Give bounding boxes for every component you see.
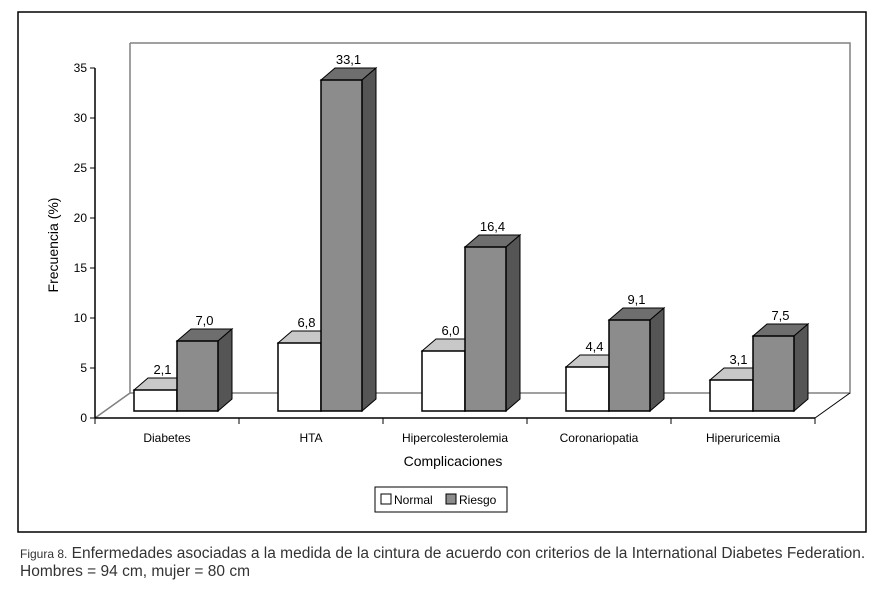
bar-front	[464, 246, 507, 412]
bar-front	[752, 335, 795, 412]
legend: Normal Riesgo	[374, 486, 508, 513]
x-tick-label: HTA	[299, 431, 322, 445]
data-label: 4,4	[585, 339, 603, 354]
bar-side	[505, 233, 521, 413]
bar-riesgo: 16,4	[463, 219, 522, 413]
data-label: 6,8	[297, 315, 315, 330]
bar-front	[133, 389, 178, 412]
bar-front	[421, 350, 466, 412]
bar-side	[793, 322, 809, 413]
bar-front	[709, 379, 754, 412]
legend-box	[374, 486, 508, 513]
legend-label-riesgo: Riesgo	[459, 493, 497, 507]
y-tick-label: 20	[74, 211, 88, 225]
data-label: 33,1	[336, 52, 361, 67]
bar-riesgo: 9,1	[607, 292, 666, 413]
bar-riesgo: 33,1	[319, 52, 378, 413]
floor-edge	[814, 392, 851, 419]
data-label: 16,4	[480, 219, 505, 234]
bar-front	[176, 340, 219, 412]
y-tick-label: 15	[74, 261, 88, 275]
bar-front	[277, 342, 322, 412]
y-tick-label: 30	[74, 111, 88, 125]
bar-front	[565, 366, 610, 412]
y-tick-label: 10	[74, 311, 88, 325]
y-tick-label: 0	[80, 411, 87, 425]
bar-front	[608, 319, 651, 412]
data-label: 7,5	[771, 308, 789, 323]
figure-label: Figura 8.	[20, 547, 68, 561]
caption-text: Enfermedades asociadas a la medida de la…	[20, 545, 866, 580]
bar-front	[320, 79, 363, 412]
legend-swatch-normal	[380, 493, 392, 505]
bar-side	[361, 66, 377, 413]
data-label: 9,1	[627, 292, 645, 307]
legend-swatch-riesgo	[445, 493, 457, 505]
x-tick-label: Coronariopatia	[560, 431, 639, 445]
x-tick-label: Hipercolesterolemia	[402, 431, 508, 445]
bar-side	[649, 306, 665, 413]
data-label: 2,1	[153, 362, 171, 377]
bar-riesgo: 7,0	[175, 313, 234, 413]
data-label: 7,0	[195, 313, 213, 328]
y-tick-label: 25	[74, 161, 88, 175]
y-tick-label: 5	[80, 361, 87, 375]
legend-label-normal: Normal	[394, 493, 433, 507]
y-axis-title: Frecuencia (%)	[45, 198, 61, 293]
x-tick-label: Hiperuricemia	[706, 431, 780, 445]
data-label: 3,1	[729, 352, 747, 367]
y-tick-label: 35	[74, 61, 88, 75]
bar-side	[217, 327, 233, 413]
bar-chart: 2,1 6,8 6,0 4,4 3,1 7,0 33,1 16,4 9,1 7,5 0 5 10 15 2…	[17, 11, 867, 533]
x-tick-label: Diabetes	[143, 431, 190, 445]
figure-caption: Figura 8. Enfermedades asociadas a la me…	[20, 545, 870, 581]
data-label: 6,0	[441, 323, 459, 338]
bar-riesgo: 7,5	[751, 308, 810, 413]
x-axis-title: Complicaciones	[404, 453, 503, 469]
chart-frame	[17, 11, 867, 533]
